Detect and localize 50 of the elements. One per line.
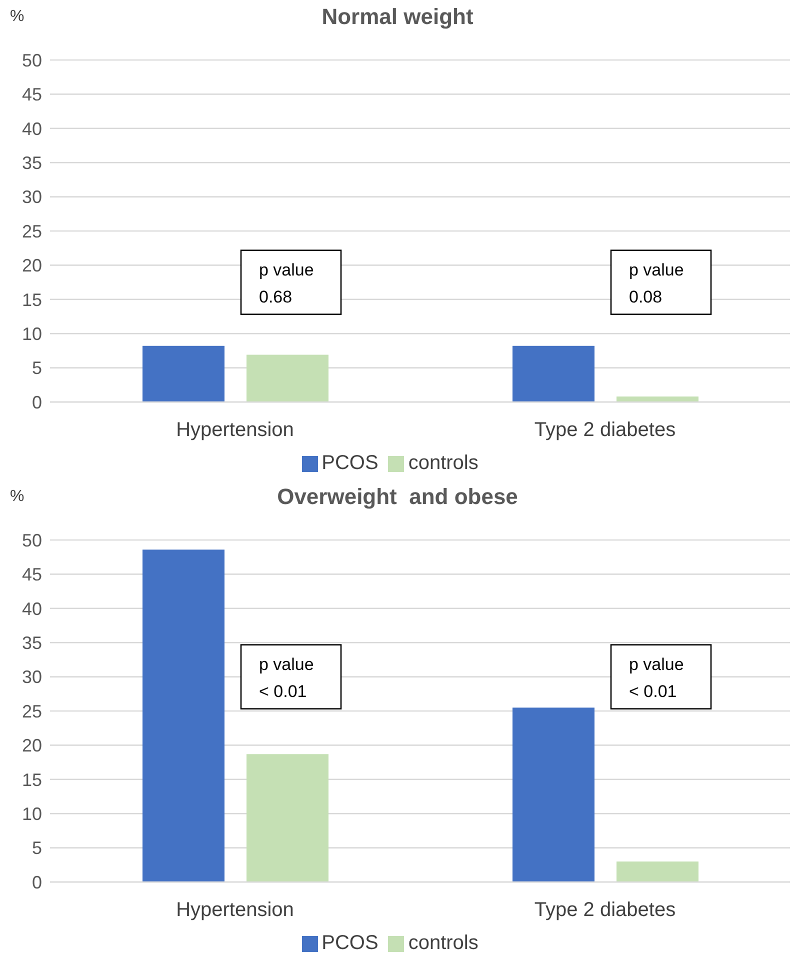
y-tick-label: 45 <box>22 564 42 585</box>
y-tick-label: 15 <box>22 770 42 790</box>
y-tick-label: 35 <box>22 632 42 653</box>
p-value-box: p value 0.68 <box>240 250 342 315</box>
legend-label: PCOS <box>322 932 378 954</box>
x-tick-label: Type 2 diabetes <box>534 899 676 922</box>
y-tick-label: 5 <box>32 358 42 378</box>
y-tick-label: 30 <box>22 667 42 688</box>
bar <box>512 708 594 882</box>
y-tick-label: 50 <box>22 530 42 550</box>
y-tick-label: 0 <box>32 392 42 412</box>
y-tick-label: 20 <box>22 256 42 276</box>
chart-title: Overweight and obese <box>277 484 518 509</box>
bar <box>246 354 328 402</box>
p-value-box: p value 0.08 <box>610 250 712 315</box>
y-tick-label: 25 <box>22 701 42 722</box>
y-tick-label: 15 <box>22 290 42 310</box>
x-tick-label: Hypertension <box>176 419 294 442</box>
legend-label: controls <box>408 932 478 954</box>
y-tick-label: 45 <box>22 84 42 105</box>
y-tick-label: 10 <box>22 804 42 824</box>
bar <box>512 346 594 402</box>
bar <box>616 396 698 402</box>
y-tick-label: 20 <box>22 736 42 756</box>
y-tick-label: 30 <box>22 187 42 208</box>
bar <box>246 754 328 882</box>
legend-label: controls <box>408 452 478 474</box>
y-tick-label: 40 <box>22 598 42 619</box>
bar <box>142 346 224 402</box>
x-tick-label: Hypertension <box>176 899 294 922</box>
y-axis-title: % <box>10 488 24 506</box>
y-tick-label: 25 <box>22 221 42 242</box>
y-tick-label: 40 <box>22 118 42 139</box>
p-value-box: p value < 0.01 <box>610 644 712 710</box>
annotation: p value 0.08 <box>629 260 684 306</box>
y-axis-title: % <box>10 8 24 26</box>
y-tick-label: 50 <box>22 50 42 70</box>
annotation: p value < 0.01 <box>629 654 684 701</box>
legend-label: PCOS <box>322 452 378 474</box>
y-tick-label: 5 <box>32 838 42 858</box>
bar <box>616 861 698 882</box>
chart-title: Normal weight <box>322 4 474 29</box>
bar <box>142 550 224 882</box>
y-tick-label: 10 <box>22 324 42 344</box>
p-value-box: p value < 0.01 <box>240 644 342 710</box>
y-tick-label: 35 <box>22 152 42 173</box>
y-tick-label: 0 <box>32 872 42 892</box>
x-tick-label: Type 2 diabetes <box>534 419 676 442</box>
annotation: p value < 0.01 <box>259 654 314 701</box>
annotation: p value 0.68 <box>259 260 314 306</box>
